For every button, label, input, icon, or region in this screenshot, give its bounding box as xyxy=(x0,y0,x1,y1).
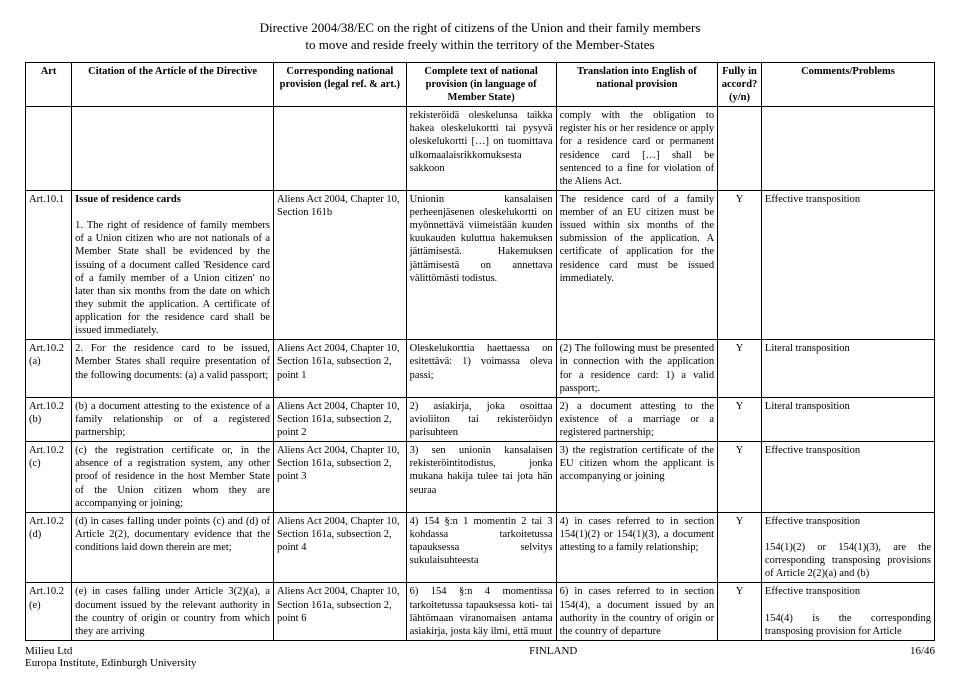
col-citation: Citation of the Article of the Directive xyxy=(72,62,274,106)
footer-right: 16/46 xyxy=(910,645,935,669)
page-footer: Milieu Ltd Europa Institute, Edinburgh U… xyxy=(25,645,935,669)
table-row: Art.10.2 (e) (e) in cases falling under … xyxy=(26,583,935,641)
header-row: Art Citation of the Article of the Direc… xyxy=(26,62,935,106)
footer-center: FINLAND xyxy=(529,645,577,669)
col-translation: Translation into English of national pro… xyxy=(556,62,717,106)
table-row: Art.10.2 (d) (d) in cases falling under … xyxy=(26,512,935,583)
col-complete: Complete text of national provision (in … xyxy=(406,62,556,106)
col-national: Corresponding national provision (legal … xyxy=(274,62,407,106)
table-row: Art.10.2 (b) (b) a document attesting to… xyxy=(26,397,935,441)
table-row: rekisteröidä oleskelunsa taikka hakea ol… xyxy=(26,107,935,191)
page-title: Directive 2004/38/EC on the right of cit… xyxy=(25,20,935,54)
col-accord: Fully in accord? (y/n) xyxy=(718,62,762,106)
col-art: Art xyxy=(26,62,72,106)
col-comments: Comments/Problems xyxy=(761,62,934,106)
table-row: Art.10.2 (c) (c) the registration certif… xyxy=(26,442,935,513)
table-row: Art.10.2 (a) 2. For the residence card t… xyxy=(26,340,935,398)
footer-left: Milieu Ltd Europa Institute, Edinburgh U… xyxy=(25,645,197,669)
table-row: Art.10.1 Issue of residence cards 1. The… xyxy=(26,190,935,339)
directive-table: Art Citation of the Article of the Direc… xyxy=(25,62,935,641)
